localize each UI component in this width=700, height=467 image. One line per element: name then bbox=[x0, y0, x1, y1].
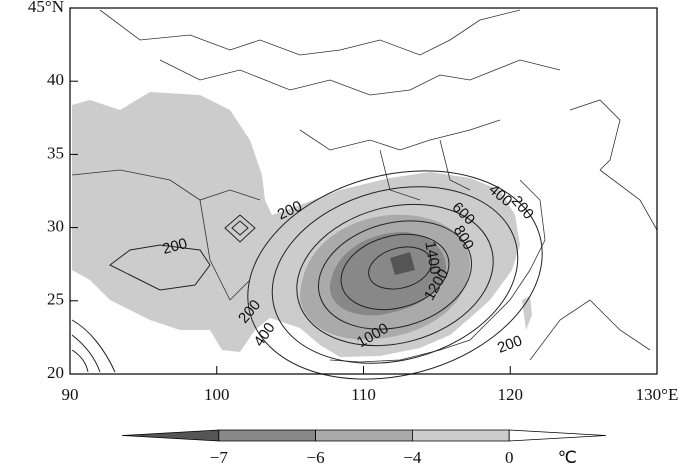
contour bbox=[109, 244, 211, 291]
contours bbox=[71, 170, 543, 380]
colorbar-label: −4 bbox=[403, 448, 422, 467]
contour bbox=[247, 170, 543, 380]
colorbar-box bbox=[508, 429, 607, 442]
contour bbox=[71, 319, 116, 373]
contour-label: 200 bbox=[161, 235, 190, 258]
contour-label: 1400 bbox=[421, 240, 444, 276]
colorbar-box bbox=[121, 429, 220, 442]
contour bbox=[368, 246, 432, 290]
y-tick-label: 20 bbox=[47, 363, 64, 382]
shade-7 bbox=[390, 252, 415, 275]
y-tick-label: 30 bbox=[47, 217, 64, 236]
shading bbox=[72, 92, 532, 357]
boundaries bbox=[71, 9, 658, 363]
x-tick-label: 110 bbox=[351, 385, 376, 404]
contour bbox=[317, 220, 473, 330]
contour bbox=[296, 203, 494, 347]
colorbar-label: −7 bbox=[210, 448, 229, 467]
contour bbox=[224, 214, 256, 243]
colorbar-box bbox=[412, 429, 510, 442]
shade-6 bbox=[329, 232, 446, 316]
y-tick-label: 40 bbox=[47, 70, 64, 89]
x-tick-label: 130°E bbox=[636, 385, 679, 404]
y-tick-label: 25 bbox=[47, 290, 64, 309]
x-tick-label: 120 bbox=[498, 385, 524, 404]
boundary-lines bbox=[71, 9, 658, 363]
shade-0 bbox=[72, 92, 520, 357]
x-tick-label: 100 bbox=[204, 385, 230, 404]
contour bbox=[340, 233, 450, 311]
colorbar-box bbox=[315, 429, 413, 442]
colorbar-label: −6 bbox=[307, 448, 325, 467]
colorbar-unit: ℃ bbox=[558, 448, 577, 467]
x-tick-label: 90 bbox=[62, 385, 79, 404]
y-tick-label: 45°N bbox=[28, 0, 64, 16]
contour bbox=[271, 186, 519, 364]
contour-label: 200 bbox=[495, 332, 524, 357]
colorbar-box bbox=[218, 429, 316, 442]
y-tick-label: 35 bbox=[47, 143, 64, 162]
colorbar-label: 0 bbox=[505, 448, 514, 467]
